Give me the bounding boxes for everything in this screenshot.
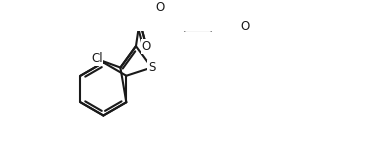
Text: O: O — [155, 1, 164, 14]
Text: S: S — [148, 61, 155, 74]
Text: O: O — [142, 40, 151, 53]
Text: Cl: Cl — [91, 52, 103, 65]
Text: O: O — [240, 20, 249, 33]
